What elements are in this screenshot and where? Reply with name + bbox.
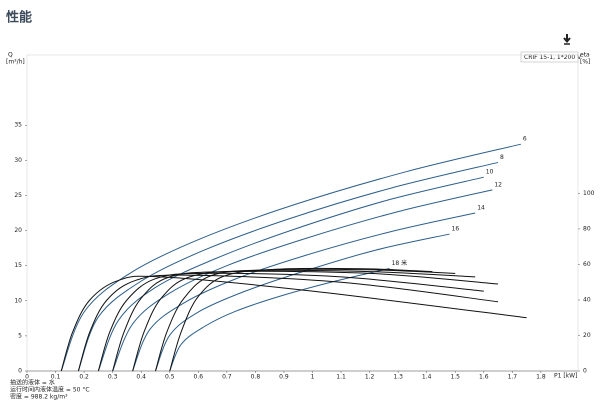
x-tick-label: 0.3 [108, 374, 118, 381]
y-tick-label: 0 [18, 368, 22, 375]
y2-tick-label: 40 [583, 296, 591, 303]
y-tick-label: 5 [18, 332, 22, 339]
curve [169, 267, 433, 372]
x-tick-label: 1.4 [422, 374, 432, 381]
x-tick-label: 0.8 [251, 374, 261, 381]
curve [112, 189, 493, 372]
x-tick-label: 0.5 [165, 374, 175, 381]
download-icon[interactable] [563, 34, 571, 45]
curve-label: 12 [494, 181, 502, 188]
x-tick-label: 1.5 [450, 374, 460, 381]
curve [132, 269, 476, 372]
x-tick-label: 1 [311, 374, 315, 381]
curve-label: 10 [486, 169, 494, 176]
y2-tick-label: 60 [583, 261, 591, 268]
note: 抽送的液体 = 水 [10, 379, 55, 387]
curve-label: 16 [452, 226, 460, 233]
curve [112, 270, 499, 372]
curve [97, 176, 484, 372]
y2-axis-label: eta [580, 52, 590, 59]
curve [155, 233, 450, 372]
y-axis-label: Q [8, 52, 13, 59]
chart-title: 性能 [6, 10, 32, 26]
x-tick-label: 0.7 [222, 374, 232, 381]
x-tick-label: 0.2 [79, 374, 89, 381]
x-tick-label: 1.3 [393, 374, 403, 381]
curve [97, 272, 484, 372]
y-tick-label: 35 [14, 122, 22, 129]
note: 密度 = 988.2 kg/m³ [10, 393, 68, 401]
y2-tick-label: 80 [583, 225, 591, 232]
x-tick-label: 1.2 [365, 374, 375, 381]
x-tick-label: 0 [25, 374, 29, 381]
curve-label: 14 [477, 205, 485, 212]
y-tick-label: 10 [14, 297, 22, 304]
y-tick-label: 25 [14, 192, 22, 199]
curve [154, 268, 456, 372]
x-tick-label: 1.7 [508, 374, 518, 381]
x-tick-label: 1.6 [479, 374, 489, 381]
curve [77, 274, 499, 372]
y2-tick-label: 20 [583, 332, 591, 339]
curve-label: 6 [523, 136, 527, 143]
curve [77, 161, 499, 372]
curve [132, 212, 476, 372]
x-tick-label: 1.1 [336, 374, 346, 381]
y2-axis-label: [%] [580, 59, 590, 66]
x-axis-label: P1 [kW] [554, 373, 577, 380]
note: 运行时间内液体温度 = 50 °C [10, 386, 90, 394]
curve-label: 8 [500, 154, 504, 161]
y2-tick-label: 0 [583, 368, 587, 375]
y-tick-label: 30 [14, 157, 22, 164]
curve-label: 18 米 [392, 259, 408, 267]
curve [60, 143, 522, 372]
x-tick-label: 0.4 [136, 374, 146, 381]
x-tick-label: 0.6 [194, 374, 204, 381]
x-tick-label: 0.9 [279, 374, 289, 381]
y-tick-label: 20 [14, 227, 22, 234]
curve [60, 275, 527, 372]
y-axis-label: [m³/h] [6, 59, 25, 66]
y2-tick-label: 100 [583, 190, 595, 197]
curve [169, 267, 390, 372]
plot-frame [26, 54, 579, 372]
x-tick-label: 1.8 [536, 374, 546, 381]
x-tick-label: 0.1 [51, 374, 61, 381]
y-tick-label: 15 [14, 262, 22, 269]
box-label: CRIF 15-1, 1*200 V [524, 54, 582, 61]
